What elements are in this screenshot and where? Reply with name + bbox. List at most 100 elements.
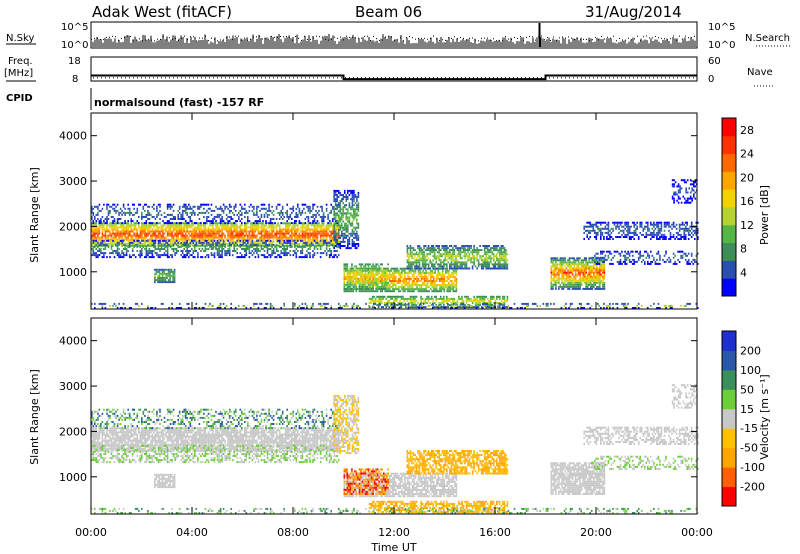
echo-cell [417,280,420,282]
echo-cell [346,271,349,274]
echo-cell [477,249,480,252]
echo-cell [350,224,352,227]
echo-cell [351,202,354,205]
echo-cell [269,234,272,237]
echo-cell [298,245,301,248]
echo-cell [154,236,157,239]
echo-cell [189,238,192,241]
echo-cell [164,275,167,277]
echo-cell [328,220,331,223]
echo-cell [263,232,266,235]
echo-cell [192,250,195,252]
echo-cell [426,286,429,289]
echo-cell [218,241,220,244]
echo-cell [166,250,169,252]
echo-cell [142,238,145,241]
echo-cell [427,297,430,300]
echo-cell [106,238,108,241]
echo-cell [411,267,414,270]
echo-cell [480,267,483,270]
echo-cell [169,230,172,233]
echo-cell [283,232,285,235]
echo-cell [177,224,179,227]
echo-cell [127,250,129,252]
echo-cell [139,226,142,229]
echo-cell [363,288,365,291]
echo-cell [325,224,328,227]
echo-cell [312,224,314,227]
echo-cell [342,210,345,213]
echo-cell [260,222,263,225]
echo-cell [458,249,460,252]
echo-cell [440,255,442,258]
echo-cell [177,241,179,244]
echo-cell [284,228,287,231]
echo-cell [153,243,155,246]
echo-cell [236,236,238,239]
echo-cell [124,234,126,237]
echo-cell [172,277,174,279]
echo-cell [268,242,270,245]
echo-cell [271,245,273,248]
echo-cell [239,236,242,239]
echo-cell [369,263,371,266]
echo-cell [372,269,374,272]
echo-cell [222,248,225,250]
echo-cell [191,207,193,210]
echo-cell [357,226,360,229]
echo-cell [169,232,172,235]
echo-cell [212,238,214,241]
echo-cell [356,222,358,225]
echo-cell [239,203,242,206]
echo-cell [449,255,451,258]
echo-cell [97,228,99,231]
station-title: Adak West (fitACF) [92,3,232,21]
echo-cell [266,243,269,246]
echo-cell [341,212,343,215]
echo-cell [407,288,409,291]
echo-cell [435,295,437,298]
echo-cell [113,218,116,220]
echo-cell [189,254,192,257]
echo-cell [307,242,310,245]
echo-cell [281,211,284,214]
echo-cell [107,242,110,245]
echo-cell [247,238,249,241]
freq-label: Freq. [8,56,33,67]
echo-cell [130,240,132,243]
echo-cell [449,249,451,252]
echo-cell [275,236,278,239]
echo-cell [444,259,447,262]
echo-cell [172,209,175,212]
echo-cell [462,261,465,264]
echo-cell [309,252,311,255]
echo-cell [324,216,326,218]
echo-cell [242,238,245,241]
echo-cell [304,240,307,243]
echo-cell [166,205,169,208]
echo-cell [411,290,414,293]
echo-cell [291,222,293,225]
echo-cell [191,238,193,241]
echo-cell [413,288,415,291]
echo-cell [106,207,108,210]
echo-cell [216,252,219,255]
echo-cell [236,228,238,231]
echo-cell [344,236,346,239]
echo-cell [390,275,393,278]
echo-cell [168,228,170,231]
echo-cell [239,242,242,245]
echo-cell [331,226,334,229]
echo-cell [334,191,337,194]
echo-cell [201,248,204,250]
echo-cell [104,232,107,235]
echo-cell [215,245,217,248]
echo-cell [306,216,308,218]
echo-cell [490,259,492,262]
echo-cell [303,230,305,233]
echo-cell [180,244,182,247]
echo-cell [292,224,295,227]
echo-cell [233,213,235,216]
echo-cell [393,273,396,276]
echo-cell [210,242,213,245]
